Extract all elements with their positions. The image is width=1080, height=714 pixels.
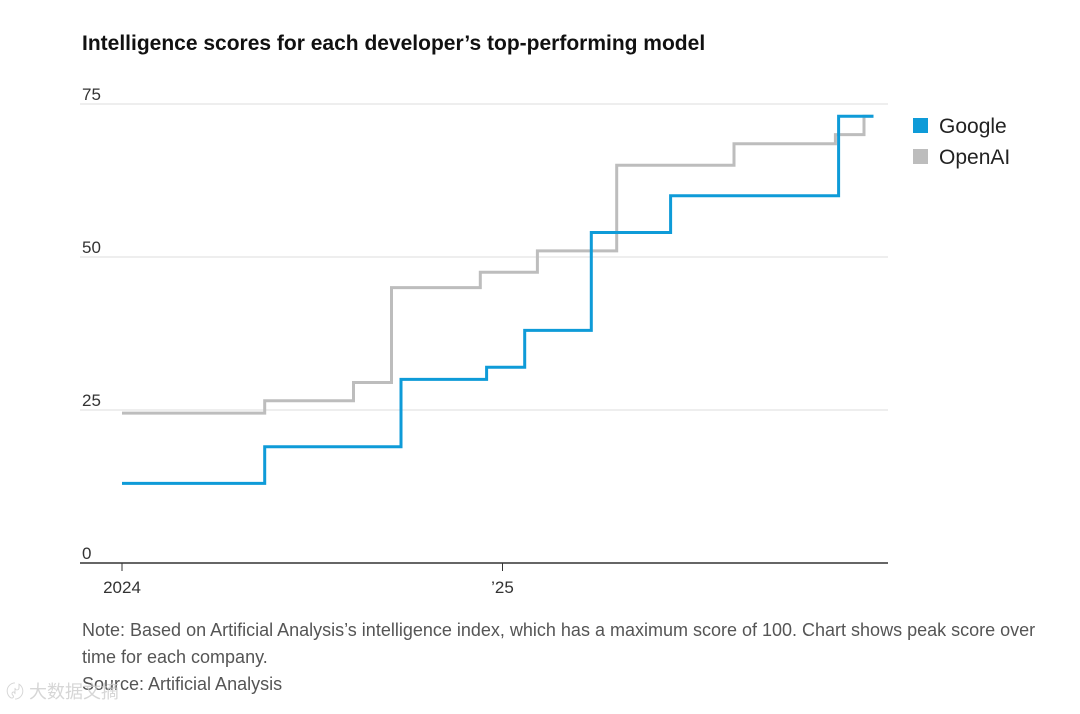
chart-source: Source: Artificial Analysis bbox=[82, 674, 283, 694]
series-lines bbox=[122, 114, 874, 485]
y-tick-label-25: 25 bbox=[82, 391, 101, 410]
legend-swatch-google bbox=[913, 118, 928, 133]
watermark-logo: 〄 大数据文摘 bbox=[6, 682, 120, 702]
series-line-openai bbox=[122, 114, 874, 415]
series-line-google bbox=[122, 114, 874, 485]
legend: Google OpenAI bbox=[913, 115, 1010, 169]
y-tick-label-50: 50 bbox=[82, 238, 101, 257]
y-tick-label-75: 75 bbox=[82, 85, 101, 104]
chart-title: Intelligence scores for each developer’s… bbox=[82, 32, 706, 55]
axes: 0 25 50 75 2024 ’25 bbox=[80, 85, 888, 597]
legend-swatch-openai bbox=[913, 149, 928, 164]
x-tick-label: 2024 bbox=[103, 578, 141, 597]
grid-lines bbox=[80, 103, 888, 411]
x-tick-label: ’25 bbox=[491, 578, 514, 597]
legend-label-openai: OpenAI bbox=[939, 146, 1010, 169]
chart-note: Note: Based on Artificial Analysis’s int… bbox=[82, 620, 1036, 667]
legend-label-google: Google bbox=[939, 115, 1007, 138]
y-tick-label-0: 0 bbox=[82, 544, 91, 563]
